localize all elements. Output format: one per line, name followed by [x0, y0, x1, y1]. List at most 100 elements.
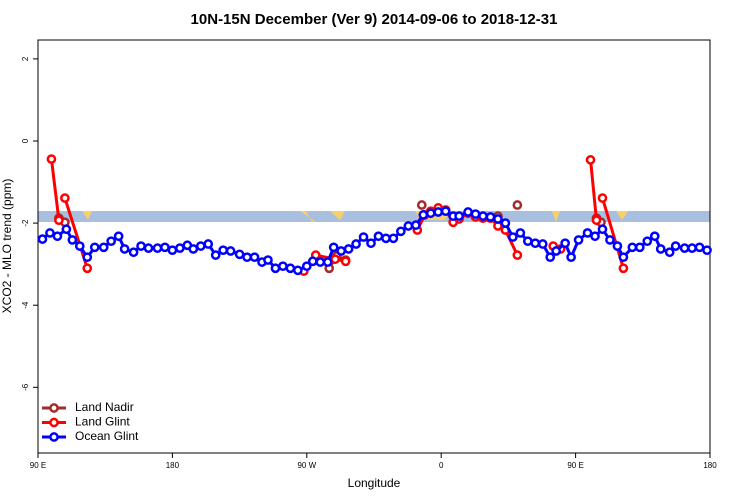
- point: [512, 200, 523, 210]
- point: [82, 263, 93, 274]
- x-tick-label: 180: [703, 461, 717, 470]
- point: [167, 245, 178, 256]
- chart-title: 10N-15N December (Ver 9) 2014-09-06 to 2…: [191, 11, 558, 28]
- point: [322, 257, 333, 267]
- point: [500, 218, 511, 228]
- point: [425, 208, 436, 219]
- point: [396, 226, 406, 237]
- legend-marker: [49, 417, 59, 428]
- point: [582, 228, 593, 238]
- point: [160, 242, 170, 253]
- point: [530, 238, 541, 249]
- point: [301, 261, 312, 272]
- point: [74, 241, 85, 251]
- point: [61, 224, 72, 235]
- point: [89, 242, 100, 253]
- point: [113, 231, 124, 242]
- band: [38, 211, 710, 222]
- point: [37, 234, 48, 244]
- legend-marker: [49, 432, 59, 442]
- point: [136, 241, 146, 251]
- point: [590, 231, 600, 242]
- point: [560, 238, 570, 249]
- point: [330, 254, 341, 265]
- point: [188, 244, 199, 254]
- point: [463, 207, 473, 217]
- legend-marker: [49, 403, 59, 413]
- point: [82, 252, 93, 263]
- point: [373, 231, 384, 242]
- y-tick-label: 2: [21, 56, 30, 61]
- legend-label: Land Nadir: [75, 400, 134, 414]
- point: [634, 242, 645, 253]
- point: [512, 250, 523, 260]
- point: [687, 243, 697, 253]
- point: [664, 247, 675, 258]
- point: [508, 232, 518, 242]
- point: [440, 206, 451, 217]
- y-axis-label: XCO2 - MLO trend (ppm): [0, 179, 14, 314]
- point: [403, 221, 414, 231]
- point: [551, 246, 562, 256]
- point: [618, 252, 629, 263]
- point: [67, 235, 78, 245]
- point: [470, 209, 481, 219]
- point: [585, 155, 596, 165]
- point: [627, 242, 638, 253]
- point: [605, 235, 615, 245]
- x-axis-label: Longitude: [348, 476, 401, 490]
- point: [195, 241, 206, 251]
- background-band: [38, 211, 710, 222]
- point: [410, 220, 421, 231]
- point: [234, 249, 245, 260]
- y-tick-label: -2: [21, 219, 30, 227]
- point: [218, 245, 229, 256]
- legend-label: Land Glint: [75, 415, 130, 429]
- x-tick-label: 90 E: [30, 461, 46, 470]
- point: [591, 215, 602, 226]
- point: [315, 257, 326, 267]
- point: [45, 228, 55, 238]
- point: [106, 236, 117, 247]
- point: [388, 233, 399, 244]
- point: [242, 252, 252, 263]
- point: [655, 244, 666, 254]
- point: [225, 246, 236, 256]
- y-tick-label: -4: [21, 301, 30, 309]
- point: [381, 233, 391, 244]
- point: [343, 244, 354, 254]
- point: [612, 241, 623, 251]
- y-tick-label: -6: [21, 383, 30, 391]
- point: [649, 231, 660, 242]
- point: [515, 228, 526, 238]
- point: [702, 245, 712, 256]
- point: [418, 210, 429, 220]
- point: [545, 252, 556, 263]
- point: [292, 265, 303, 276]
- point: [210, 250, 221, 260]
- point: [175, 243, 185, 253]
- legend-label: Ocean Glint: [75, 429, 139, 443]
- point: [433, 207, 444, 217]
- point: [54, 215, 64, 226]
- point: [694, 242, 705, 253]
- point: [46, 154, 57, 164]
- point: [249, 252, 260, 263]
- point: [128, 247, 139, 258]
- point: [270, 263, 281, 274]
- point: [98, 242, 109, 253]
- point: [119, 244, 130, 254]
- point: [328, 242, 339, 253]
- point: [340, 256, 351, 267]
- point: [493, 214, 503, 224]
- point: [52, 231, 63, 242]
- point: [670, 241, 681, 251]
- point: [336, 246, 346, 256]
- point: [358, 232, 369, 242]
- point: [642, 236, 653, 247]
- point: [60, 193, 70, 203]
- x-tick-label: 90 E: [567, 461, 583, 470]
- point: [618, 263, 629, 274]
- point: [143, 243, 154, 253]
